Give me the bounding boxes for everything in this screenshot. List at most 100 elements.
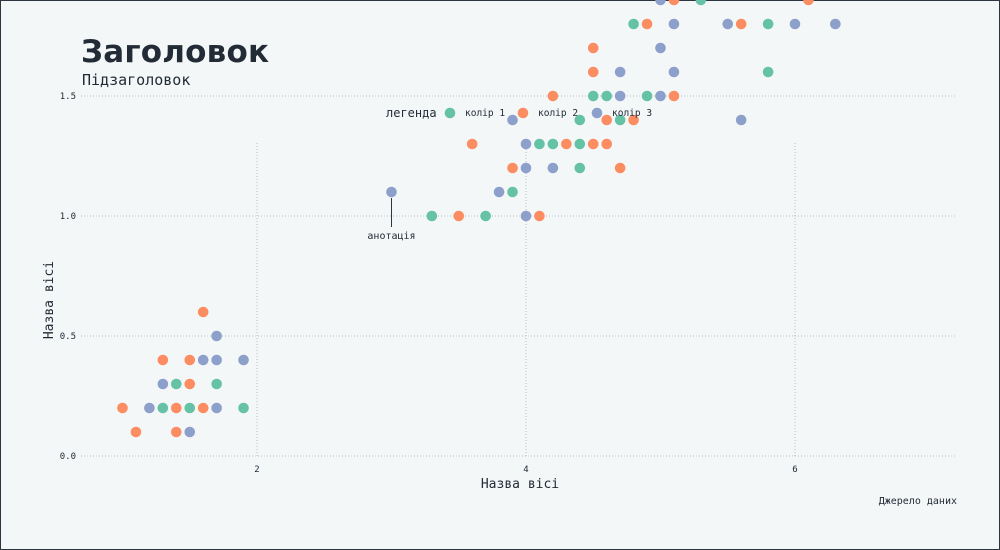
data-point bbox=[587, 138, 599, 150]
data-points bbox=[117, 0, 841, 438]
data-point bbox=[587, 66, 599, 78]
data-point bbox=[534, 138, 545, 150]
data-point bbox=[507, 162, 518, 174]
data-point bbox=[614, 90, 626, 102]
grid-lines bbox=[81, 95, 957, 457]
data-point bbox=[171, 402, 182, 414]
data-point bbox=[830, 18, 841, 30]
data-point bbox=[480, 210, 491, 222]
data-point bbox=[117, 402, 128, 414]
data-point bbox=[211, 378, 222, 390]
data-point bbox=[641, 18, 653, 30]
x-tick-label: 4 bbox=[523, 465, 528, 475]
x-axis-label: Назва вісі bbox=[481, 477, 559, 492]
data-point bbox=[641, 90, 653, 102]
data-point bbox=[762, 66, 774, 78]
data-point bbox=[493, 186, 505, 198]
data-point bbox=[157, 402, 169, 414]
data-point bbox=[601, 138, 612, 150]
data-point bbox=[668, 66, 680, 78]
data-point bbox=[171, 378, 182, 390]
data-point bbox=[574, 138, 586, 150]
data-point bbox=[184, 402, 196, 414]
data-point bbox=[466, 138, 478, 150]
y-tick-label: 1.0 bbox=[60, 212, 76, 222]
data-point bbox=[722, 18, 734, 30]
data-point bbox=[547, 162, 559, 174]
annotation: анотація bbox=[367, 198, 416, 242]
data-point bbox=[574, 162, 586, 174]
data-point bbox=[614, 162, 626, 174]
data-point bbox=[547, 138, 559, 150]
data-point bbox=[211, 402, 222, 414]
data-point bbox=[184, 354, 196, 366]
y-tick-label: 1.5 bbox=[60, 92, 76, 102]
data-point bbox=[601, 90, 612, 102]
data-point bbox=[171, 426, 182, 438]
data-point bbox=[668, 0, 680, 6]
data-point bbox=[426, 210, 438, 222]
data-point bbox=[547, 90, 559, 102]
data-point bbox=[614, 66, 626, 78]
data-point bbox=[453, 210, 465, 222]
data-point bbox=[561, 138, 572, 150]
data-point bbox=[735, 114, 747, 126]
data-point bbox=[157, 378, 169, 390]
caption: Джерело даних bbox=[879, 496, 957, 507]
legend-label: колір 1 bbox=[465, 108, 505, 119]
data-point bbox=[386, 186, 397, 198]
data-point bbox=[507, 186, 518, 198]
data-point bbox=[655, 90, 666, 102]
data-point bbox=[144, 402, 155, 414]
data-point bbox=[211, 330, 222, 342]
data-point bbox=[803, 0, 814, 6]
data-point bbox=[628, 114, 639, 126]
data-point bbox=[789, 18, 801, 30]
data-point bbox=[601, 114, 612, 126]
chart-subtitle: Підзаголовок bbox=[82, 71, 191, 89]
data-point bbox=[520, 162, 532, 174]
data-point bbox=[534, 210, 545, 222]
y-axis-label: Назва вісі bbox=[42, 261, 57, 339]
data-point bbox=[668, 18, 680, 30]
data-point bbox=[184, 426, 196, 438]
data-point bbox=[655, 42, 666, 54]
data-point bbox=[507, 114, 518, 126]
data-point bbox=[695, 0, 707, 6]
legend: легенда колір 1 колір 2 колір 3 bbox=[386, 106, 652, 120]
data-point bbox=[587, 42, 599, 54]
data-point bbox=[197, 402, 209, 414]
data-point bbox=[520, 138, 532, 150]
legend-label: колір 2 bbox=[538, 108, 578, 119]
chart-title: Заголовок bbox=[81, 34, 270, 70]
y-tick-label: 0.5 bbox=[60, 332, 76, 342]
data-point bbox=[587, 90, 599, 102]
legend-swatch bbox=[591, 107, 603, 119]
data-point bbox=[520, 210, 532, 222]
data-point bbox=[197, 354, 209, 366]
annotation-label: анотація bbox=[367, 230, 415, 242]
data-point bbox=[628, 18, 639, 30]
data-point bbox=[735, 18, 747, 30]
data-point bbox=[655, 0, 666, 6]
legend-title: легенда bbox=[386, 106, 437, 120]
x-tick-label: 2 bbox=[254, 465, 259, 475]
data-point bbox=[238, 402, 249, 414]
legend-label: колір 3 bbox=[612, 108, 652, 119]
data-point bbox=[668, 90, 680, 102]
legend-swatch bbox=[517, 107, 529, 119]
data-point bbox=[574, 114, 586, 126]
data-point bbox=[762, 18, 774, 30]
data-point bbox=[197, 306, 209, 318]
data-point bbox=[130, 426, 142, 438]
legend-swatch bbox=[444, 107, 456, 119]
data-point bbox=[614, 114, 626, 126]
data-point bbox=[211, 354, 222, 366]
y-tick-label: 0.0 bbox=[60, 452, 76, 462]
x-tick-label: 6 bbox=[792, 465, 797, 475]
data-point bbox=[184, 378, 196, 390]
data-point bbox=[157, 354, 169, 366]
